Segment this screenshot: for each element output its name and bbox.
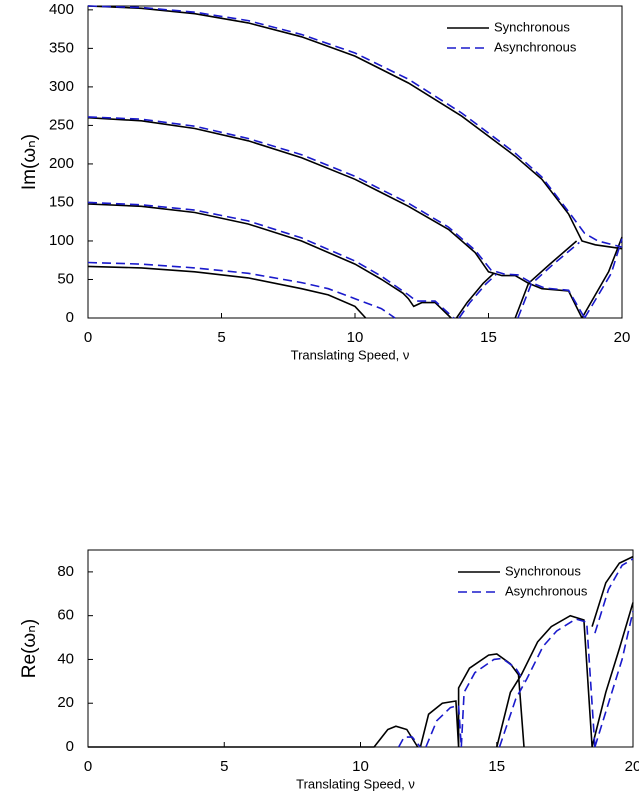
y-tick-label: 300 <box>49 78 74 95</box>
x-axis-label: Translating Speed, ν <box>291 347 410 362</box>
x-tick-label: 15 <box>480 329 497 346</box>
legend-label: Synchronous <box>505 563 581 578</box>
y-tick-label: 350 <box>49 39 74 56</box>
x-tick-label: 15 <box>488 758 505 775</box>
y-tick-label: 400 <box>49 1 74 18</box>
series-line <box>88 555 634 748</box>
plot-frame <box>87 549 634 748</box>
series-line <box>397 558 634 748</box>
y-tick-label: 100 <box>49 232 74 249</box>
legend-label: Asynchronous <box>505 583 588 598</box>
y-tick-label: 0 <box>66 738 74 755</box>
x-tick-label: 5 <box>217 329 225 346</box>
x-tick-label: 20 <box>614 329 631 346</box>
y-tick-label: 150 <box>49 193 74 210</box>
x-tick-label: 10 <box>352 758 369 775</box>
y-tick-label: 50 <box>57 270 74 287</box>
y-tick-label: 80 <box>57 563 74 580</box>
x-tick-label: 10 <box>347 329 364 346</box>
legend-label: Synchronous <box>494 19 570 34</box>
y-tick-label: 200 <box>49 155 74 172</box>
y-tick-label: 20 <box>57 694 74 711</box>
series-line <box>87 5 623 319</box>
y-axis-label: Im(ωₙ) <box>19 134 40 190</box>
x-axis-label: Translating Speed, ν <box>296 776 415 791</box>
y-tick-label: 40 <box>57 650 74 667</box>
y-tick-label: 250 <box>49 116 74 133</box>
legend-label: Asynchronous <box>494 39 577 54</box>
y-tick-label: 60 <box>57 607 74 624</box>
x-tick-label: 20 <box>625 758 639 775</box>
series-line <box>87 5 623 319</box>
x-tick-label: 5 <box>220 758 228 775</box>
x-tick-label: 0 <box>84 329 92 346</box>
y-tick-label: 0 <box>66 309 74 326</box>
x-tick-label: 0 <box>84 758 92 775</box>
y-axis-label: Re(ωₙ) <box>19 619 40 678</box>
